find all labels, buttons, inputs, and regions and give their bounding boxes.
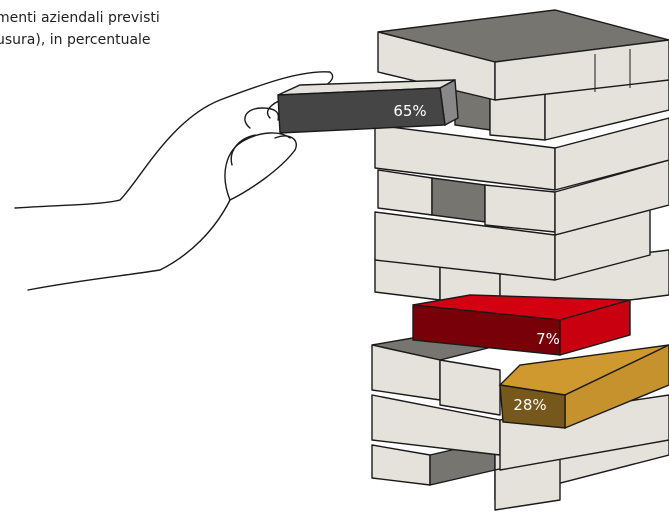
chart: menti aziendali previsti usura), in perc… bbox=[0, 0, 669, 513]
title: menti aziendali previsti usura), in perc… bbox=[0, 10, 160, 48]
title-line: usura), in percentuale bbox=[0, 32, 151, 48]
hand-outline bbox=[28, 136, 296, 290]
title-line: menti aziendali previsti bbox=[0, 10, 160, 26]
block bbox=[378, 170, 432, 215]
block bbox=[440, 360, 500, 415]
value-label: 65% bbox=[393, 102, 426, 120]
block bbox=[485, 185, 555, 232]
hand-finger bbox=[231, 135, 255, 165]
value-label: 7% bbox=[536, 330, 560, 348]
block bbox=[372, 445, 430, 485]
block-shadow bbox=[432, 178, 485, 222]
hand-finger bbox=[245, 108, 279, 128]
value-label: 28% bbox=[513, 396, 546, 414]
